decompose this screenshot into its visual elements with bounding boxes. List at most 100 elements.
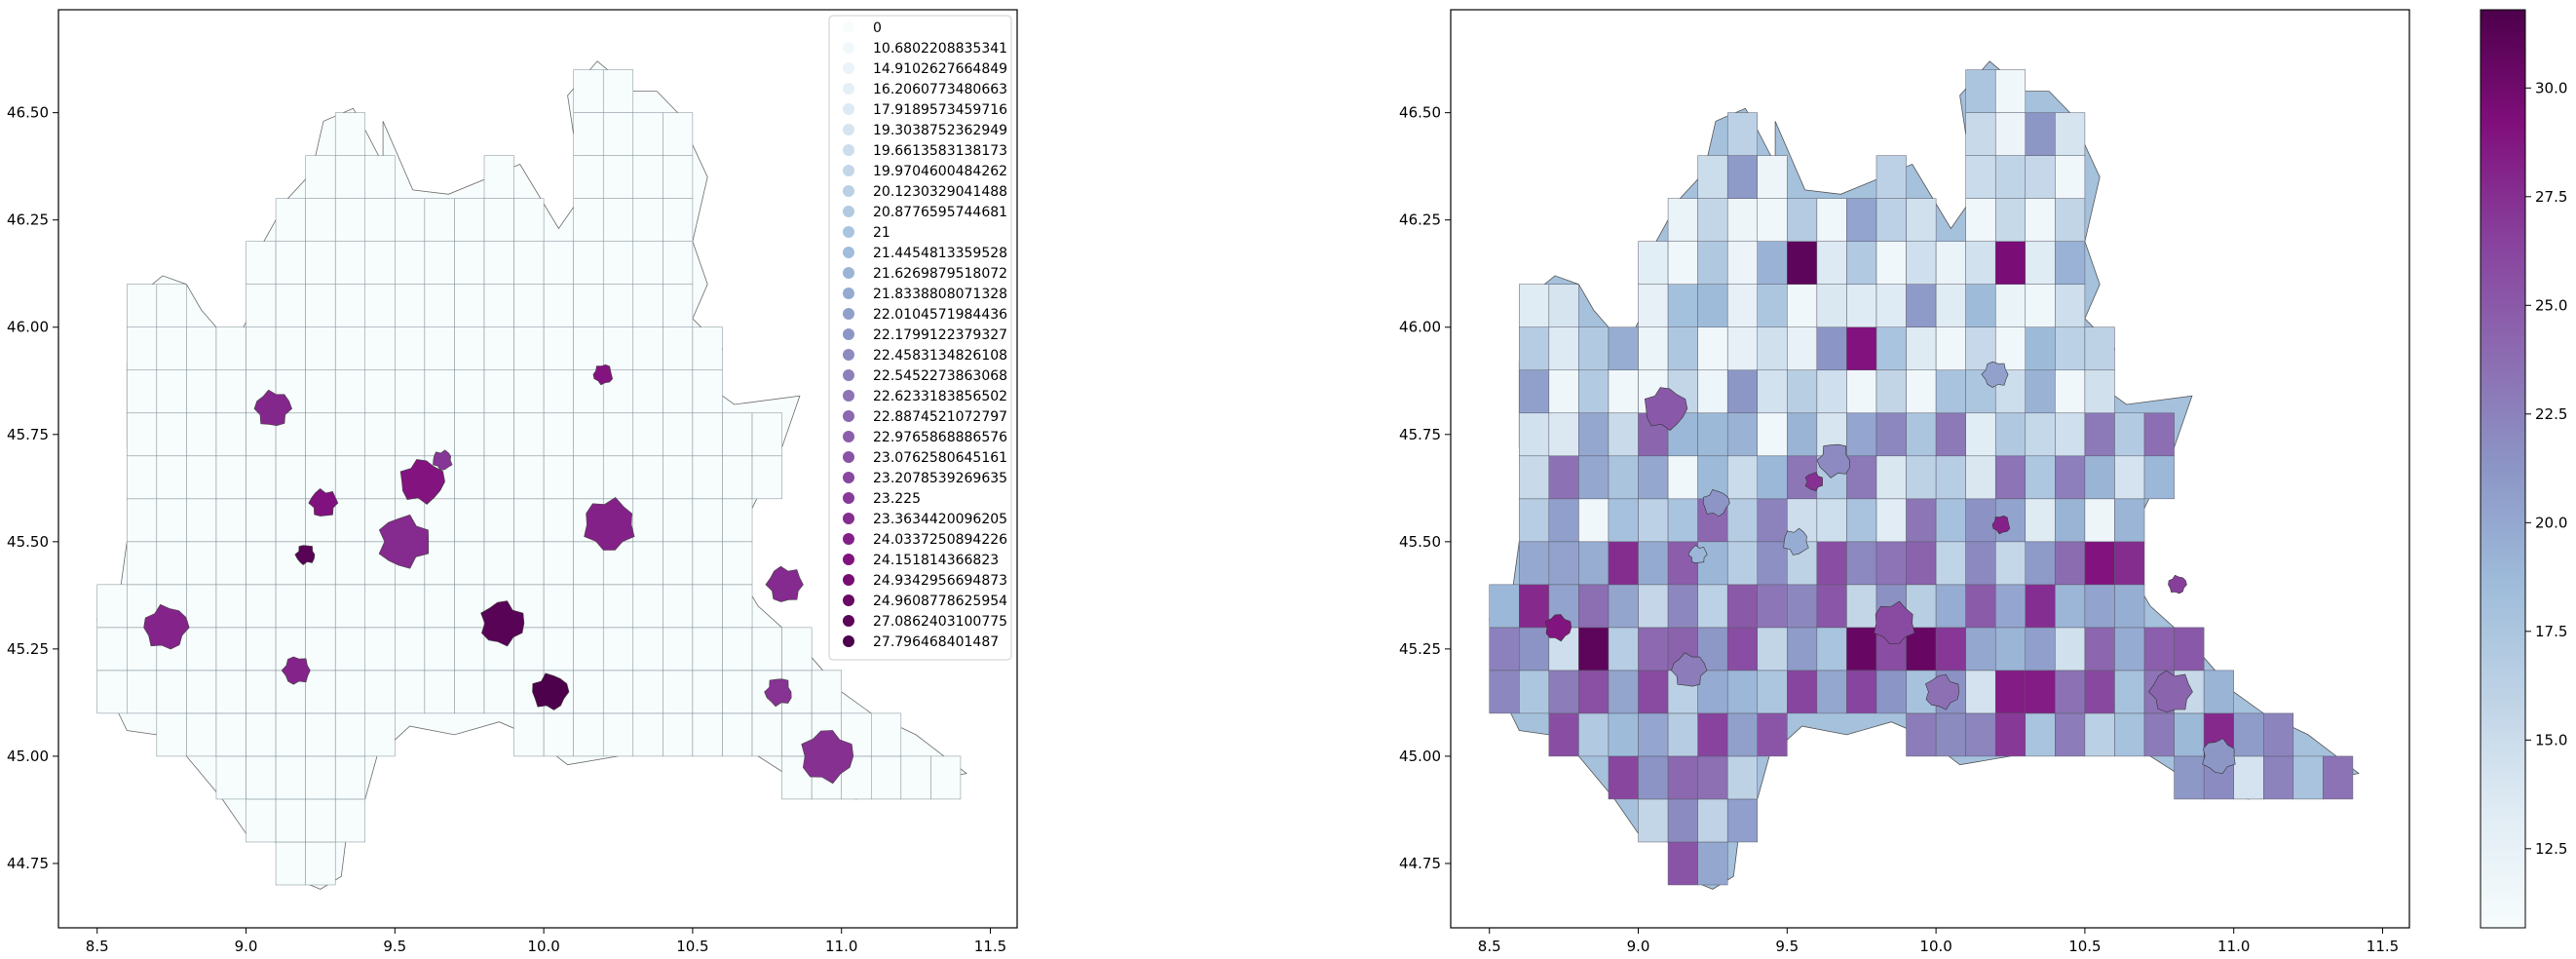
grid-cell (483, 284, 514, 327)
heat-cell (1608, 755, 1639, 800)
grid-cell (632, 326, 663, 371)
grid-cell (841, 755, 872, 800)
grid-cell (364, 584, 396, 629)
heat-cell (1667, 584, 1698, 629)
heat-cell (1816, 670, 1847, 714)
grid-cell (395, 627, 426, 671)
municipality-polygon (378, 514, 430, 569)
heat-cell (2025, 369, 2056, 414)
legend-marker (843, 595, 854, 606)
heat-cell (1638, 627, 1669, 671)
municipality-polygon (584, 497, 635, 551)
grid-cell (722, 712, 753, 757)
grid-cell (246, 584, 277, 629)
grid-cell (186, 712, 217, 757)
x-tick-label: 9.5 (383, 938, 406, 955)
grid-cell (156, 284, 187, 327)
grid-cell (215, 755, 246, 800)
heat-cell (1965, 498, 1996, 543)
grid-cell (215, 498, 246, 543)
heat-cell (1638, 712, 1669, 757)
heat-cell (1846, 326, 1877, 371)
grid-cell (663, 670, 694, 714)
heat-cell (1726, 798, 1759, 843)
grid-cell (483, 498, 514, 543)
grid-cell (424, 369, 455, 414)
grid-cell (127, 541, 158, 586)
grid-cell (156, 369, 187, 414)
grid-cell (663, 112, 694, 156)
heat-cell (1757, 627, 1788, 671)
grid-cell (663, 284, 694, 327)
grid-cell (722, 627, 753, 671)
heat-cell (1875, 284, 1907, 327)
grid-cell (751, 455, 782, 500)
grid-cell (275, 798, 306, 843)
legend-marker (843, 513, 854, 524)
grid-cell (334, 112, 366, 156)
grid-cell (513, 198, 545, 242)
grid-cell (364, 198, 396, 242)
heat-cell (1965, 584, 1996, 629)
grid-cell (246, 755, 277, 800)
grid-cell (573, 155, 604, 199)
grid-cell (186, 627, 217, 671)
grid-cell (573, 627, 604, 671)
grid-cell (334, 241, 366, 285)
heat-cell (1906, 326, 1937, 371)
grid-cell (483, 670, 514, 714)
y-tick-label: 46.00 (7, 319, 49, 336)
heat-cell (1548, 369, 1579, 414)
grid-cell (663, 326, 694, 371)
grid-cell (246, 284, 277, 327)
heat-cell (1965, 712, 1996, 757)
colorbar-tick-label: 15.0 (2535, 731, 2567, 748)
heat-cell (1846, 284, 1877, 327)
heat-cell (1875, 498, 1907, 543)
legend-label: 24.9608778625954 (873, 594, 1007, 609)
grid-cell (186, 584, 217, 629)
grid-cell (573, 241, 604, 285)
heat-cell (2025, 670, 2056, 714)
heat-cell (1638, 670, 1669, 714)
grid-cell (454, 198, 485, 242)
heat-cell (2025, 412, 2056, 457)
colorbar-tick-label: 30.0 (2535, 79, 2567, 96)
grid-cell (305, 326, 336, 371)
legend-label: 23.0762580645161 (873, 450, 1007, 466)
heat-cell (1638, 584, 1669, 629)
grid-cell (275, 712, 306, 757)
heat-cell (2055, 627, 2086, 671)
municipality-polygon (143, 603, 190, 650)
municipality-polygon (1783, 527, 1809, 556)
legend-label: 21.4454813359528 (873, 246, 1007, 261)
heat-cell (1757, 455, 1788, 500)
heat-cell (1667, 241, 1698, 285)
legend-label: 20.8776595744681 (873, 205, 1007, 220)
heat-cell (2114, 712, 2145, 757)
heat-cell (1816, 498, 1847, 543)
grid-cell (246, 798, 277, 843)
grid-cell (424, 670, 455, 714)
legend-marker (843, 308, 854, 320)
heat-cell (1519, 584, 1550, 629)
heat-cell (1667, 326, 1698, 371)
grid-cell (186, 541, 217, 586)
heat-cell (1519, 670, 1550, 714)
grid-cell (275, 498, 306, 543)
grid-cell (602, 112, 634, 156)
heat-cell (1965, 627, 1996, 671)
heat-cell (1757, 369, 1788, 414)
x-tick-label: 11.0 (2217, 938, 2250, 955)
grid-cell (424, 584, 455, 629)
legend-box (828, 15, 1012, 661)
grid-cell (632, 241, 663, 285)
heat-cell (2084, 455, 2115, 500)
heat-cell (2055, 541, 2086, 586)
heat-cell (1906, 284, 1937, 327)
legend-marker (843, 492, 854, 504)
heat-cell (1519, 541, 1550, 586)
grid-cell (305, 412, 336, 457)
y-tick-label: 46.25 (1399, 211, 1441, 229)
heat-cell (1906, 412, 1937, 457)
